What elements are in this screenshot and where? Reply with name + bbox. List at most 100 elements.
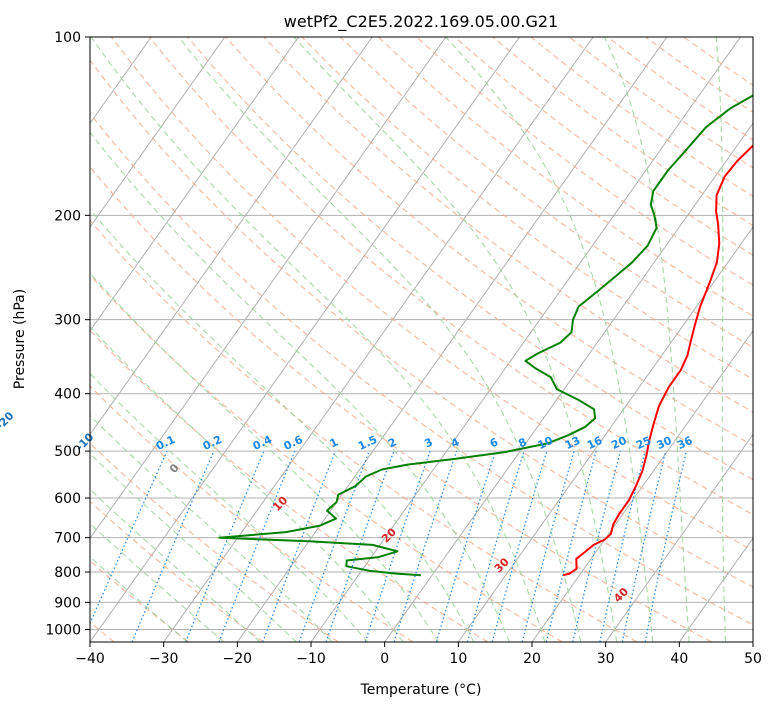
x-tick-label: −10 xyxy=(296,651,326,667)
plot-area xyxy=(90,37,753,642)
y-tick-label: 800 xyxy=(54,565,81,581)
dry-adiabats xyxy=(90,37,753,642)
moist-adiabat-line xyxy=(90,452,297,642)
isotherm-line xyxy=(605,433,753,642)
isotherm-line xyxy=(163,37,594,642)
x-tick-label: 0 xyxy=(380,651,389,667)
moist-adiabat-line xyxy=(90,556,188,642)
moist-adiabat-line xyxy=(293,37,618,642)
moist-adiabats xyxy=(90,37,727,642)
plot-frame xyxy=(89,36,754,643)
y-tick-label: 600 xyxy=(54,491,81,507)
y-tick-label: 400 xyxy=(54,387,81,403)
y-axis-ticks: 100 200 300 400 500 600 700 800 900 1000 xyxy=(45,30,90,638)
dry-adiabat-line xyxy=(90,274,563,642)
dry-adiabat-line xyxy=(90,165,712,642)
dry-adiabat-line xyxy=(90,329,488,642)
mixing-ratio-line xyxy=(364,450,431,642)
y-axis-label: Pressure (hPa) xyxy=(12,289,28,389)
dry-adiabat-line xyxy=(90,219,638,642)
moist-adiabat-line xyxy=(90,325,404,642)
moist-adiabat-line xyxy=(90,208,475,642)
moist-adiabat-line xyxy=(604,37,690,642)
mixing-ratio-line xyxy=(262,450,336,642)
mixing-ratio-line xyxy=(185,450,265,642)
mixing-ratio-label: 25 xyxy=(634,434,653,452)
x-tick-label: −20 xyxy=(223,651,253,667)
chart-title: wetPf2_C2E5.2022.169.05.00.G21 xyxy=(284,12,558,32)
mixing-ratio-line xyxy=(466,450,525,642)
x-axis-ticks: −40 −30 −20 −10 0 10 20 30 40 50 xyxy=(75,642,762,667)
x-tick-label: 30 xyxy=(597,651,615,667)
y-tick-label: 700 xyxy=(54,531,81,547)
mixing-ratio-label: 10 xyxy=(536,434,556,452)
moist-adiabat-line xyxy=(90,37,546,642)
mixing-ratio-line xyxy=(131,450,215,642)
mixing-ratio-line xyxy=(521,450,575,642)
dry-adiabat-line xyxy=(90,112,753,626)
temperature-line xyxy=(562,144,753,577)
isotherm-line xyxy=(90,37,226,228)
isobar-grid xyxy=(90,37,753,630)
moist-adiabat-line xyxy=(90,488,261,642)
mixing-ratio-line xyxy=(218,450,296,642)
isotherm-line xyxy=(90,37,299,332)
dry-adiabat-line xyxy=(187,37,753,481)
mixing-ratio-line xyxy=(545,450,597,642)
y-tick-label: 200 xyxy=(54,208,81,224)
moist-adiabat-line xyxy=(90,131,510,642)
dry-adiabat-line xyxy=(339,37,753,349)
x-tick-label: 10 xyxy=(449,651,467,667)
plot-layers xyxy=(90,37,753,642)
moist-adiabat-line xyxy=(90,522,225,642)
mixing-ratio-line xyxy=(435,450,497,642)
mixing-ratio-label: 30 xyxy=(655,434,675,452)
sounding-series xyxy=(218,94,753,577)
dry-adiabat-line xyxy=(90,385,414,642)
moist-adiabat-line xyxy=(90,372,369,642)
mixing-ratio-line xyxy=(491,450,548,642)
isotherm-line xyxy=(90,37,447,540)
x-tick-label: −30 xyxy=(149,651,179,667)
mixing-ratio-line xyxy=(599,450,646,642)
mixing-ratio-line xyxy=(621,450,667,642)
y-tick-label: 900 xyxy=(54,595,81,611)
mixing-ratio-lines xyxy=(90,450,687,642)
isotherm-line xyxy=(310,37,741,642)
dry-adiabat-line xyxy=(301,37,753,381)
moist-adiabat-line xyxy=(715,37,727,642)
dry-adiabat-line xyxy=(378,37,753,317)
y-tick-label: 500 xyxy=(54,444,81,460)
mixing-ratio-label: 36 xyxy=(675,434,695,452)
isotherm-grid xyxy=(90,37,753,642)
isotherm-line xyxy=(678,537,753,642)
y-tick-label: 100 xyxy=(54,30,81,46)
mixing-ratio-line xyxy=(325,450,395,642)
mixing-ratio-label: 16 xyxy=(585,434,605,452)
y-tick-label: 1000 xyxy=(45,622,81,638)
y-tick-label: 300 xyxy=(54,313,81,329)
mixing-ratio-line xyxy=(393,450,458,642)
moist-adiabat-line xyxy=(445,37,654,642)
mixing-ratio-label: 13 xyxy=(563,434,582,452)
mixing-ratio-line xyxy=(572,450,622,642)
isotherm-line xyxy=(90,37,520,642)
x-tick-label: −40 xyxy=(75,651,105,667)
dry-adiabat-line xyxy=(110,37,753,552)
x-axis-label: Temperature (°C) xyxy=(360,682,482,698)
dry-adiabat-line xyxy=(149,37,753,516)
dry-adiabat-line xyxy=(90,500,264,642)
isotherm-line xyxy=(457,226,753,642)
dry-adiabat-line xyxy=(90,59,753,588)
x-tick-label: 50 xyxy=(744,651,762,667)
x-tick-label: 40 xyxy=(670,651,688,667)
isotherm-line xyxy=(90,37,373,436)
isotherm-line xyxy=(384,122,753,642)
dewpoint-line xyxy=(218,94,753,577)
x-tick-label: 20 xyxy=(523,651,541,667)
mixing-ratio-line xyxy=(298,450,370,642)
mixing-ratio-label: 20 xyxy=(609,434,629,452)
moist-adiabat-line xyxy=(90,272,439,642)
mixing-ratio-line xyxy=(90,450,168,625)
